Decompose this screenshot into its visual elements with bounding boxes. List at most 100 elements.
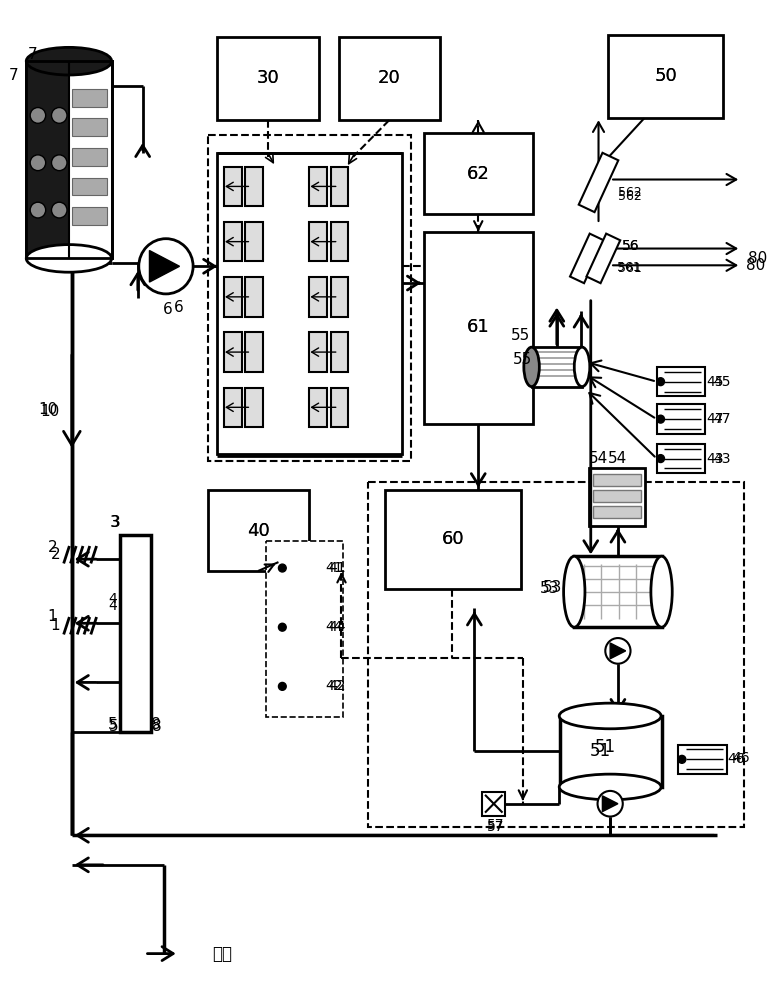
Bar: [331, 222, 348, 261]
Text: 55: 55: [510, 328, 530, 343]
Text: 50: 50: [654, 67, 677, 85]
Circle shape: [51, 108, 67, 123]
Ellipse shape: [651, 556, 672, 627]
Ellipse shape: [559, 774, 661, 800]
Bar: [266, 541, 343, 717]
Text: 20: 20: [378, 69, 400, 87]
Circle shape: [657, 415, 664, 423]
Text: 41: 41: [325, 561, 343, 575]
Text: 30: 30: [256, 69, 279, 87]
Text: 5: 5: [109, 719, 118, 734]
Circle shape: [598, 791, 622, 817]
Circle shape: [278, 564, 286, 572]
Bar: [608, 35, 723, 118]
Text: 5: 5: [108, 717, 117, 732]
Bar: [593, 506, 641, 518]
Polygon shape: [579, 153, 618, 212]
Circle shape: [30, 155, 46, 171]
Ellipse shape: [559, 703, 661, 729]
Text: 56: 56: [622, 239, 639, 253]
Circle shape: [30, 108, 46, 123]
Text: 42: 42: [328, 679, 346, 693]
Text: 43: 43: [713, 452, 730, 466]
Bar: [278, 552, 325, 584]
Bar: [26, 61, 112, 258]
Circle shape: [139, 239, 193, 294]
Bar: [574, 556, 661, 627]
Bar: [224, 388, 242, 427]
Text: 50: 50: [654, 67, 677, 85]
Polygon shape: [610, 643, 625, 659]
Polygon shape: [602, 796, 618, 812]
Bar: [26, 61, 112, 258]
Bar: [657, 404, 706, 434]
Text: 4: 4: [109, 592, 117, 606]
Text: 51: 51: [594, 738, 616, 756]
Text: 51: 51: [590, 742, 611, 760]
Bar: [424, 232, 532, 424]
Bar: [331, 388, 348, 427]
Bar: [207, 490, 309, 571]
Text: 46: 46: [727, 752, 745, 766]
Text: 57: 57: [487, 820, 504, 834]
Text: 6: 6: [174, 300, 183, 315]
Bar: [593, 490, 641, 502]
Text: 8: 8: [152, 717, 161, 732]
Text: 80: 80: [748, 251, 767, 266]
Text: 46: 46: [732, 751, 750, 765]
Ellipse shape: [524, 347, 539, 387]
Text: 47: 47: [706, 412, 723, 426]
Text: 45: 45: [713, 375, 730, 389]
Text: 53: 53: [539, 581, 559, 596]
Text: 20: 20: [378, 69, 400, 87]
Text: 41: 41: [328, 561, 346, 575]
Text: 44: 44: [325, 620, 343, 634]
Text: 61: 61: [467, 318, 490, 336]
Circle shape: [605, 638, 630, 664]
Text: 40: 40: [247, 522, 270, 540]
Bar: [218, 153, 402, 454]
Text: 2: 2: [51, 547, 61, 562]
Bar: [246, 167, 263, 206]
Bar: [246, 222, 263, 261]
Bar: [483, 792, 505, 816]
Text: 53: 53: [543, 580, 563, 595]
Bar: [331, 277, 348, 317]
Text: 1: 1: [47, 609, 57, 624]
Bar: [218, 37, 319, 120]
Bar: [331, 332, 348, 372]
Ellipse shape: [563, 556, 585, 627]
Text: 55: 55: [514, 352, 532, 367]
Circle shape: [657, 378, 664, 386]
Bar: [224, 222, 242, 261]
Text: 7: 7: [28, 47, 38, 62]
Text: 44: 44: [328, 620, 346, 634]
Bar: [424, 133, 532, 214]
Bar: [246, 277, 263, 317]
Bar: [278, 611, 325, 643]
Polygon shape: [587, 234, 620, 283]
Bar: [593, 474, 641, 486]
Bar: [589, 468, 645, 526]
Polygon shape: [149, 251, 179, 282]
Text: 80: 80: [746, 258, 765, 273]
Bar: [309, 332, 327, 372]
Text: 補水: 補水: [212, 945, 232, 963]
Bar: [385, 490, 521, 589]
Bar: [71, 118, 106, 136]
Bar: [559, 716, 661, 787]
Bar: [339, 37, 441, 120]
Text: 56: 56: [622, 239, 639, 253]
Text: 45: 45: [706, 375, 723, 389]
Circle shape: [278, 682, 286, 690]
Bar: [368, 482, 744, 827]
Text: 1: 1: [51, 618, 61, 633]
Bar: [207, 135, 411, 461]
Bar: [246, 332, 263, 372]
Bar: [531, 347, 582, 387]
Bar: [309, 388, 327, 427]
Text: 62: 62: [467, 165, 490, 183]
Bar: [657, 367, 706, 396]
Text: 2: 2: [47, 540, 57, 555]
Bar: [224, 167, 242, 206]
